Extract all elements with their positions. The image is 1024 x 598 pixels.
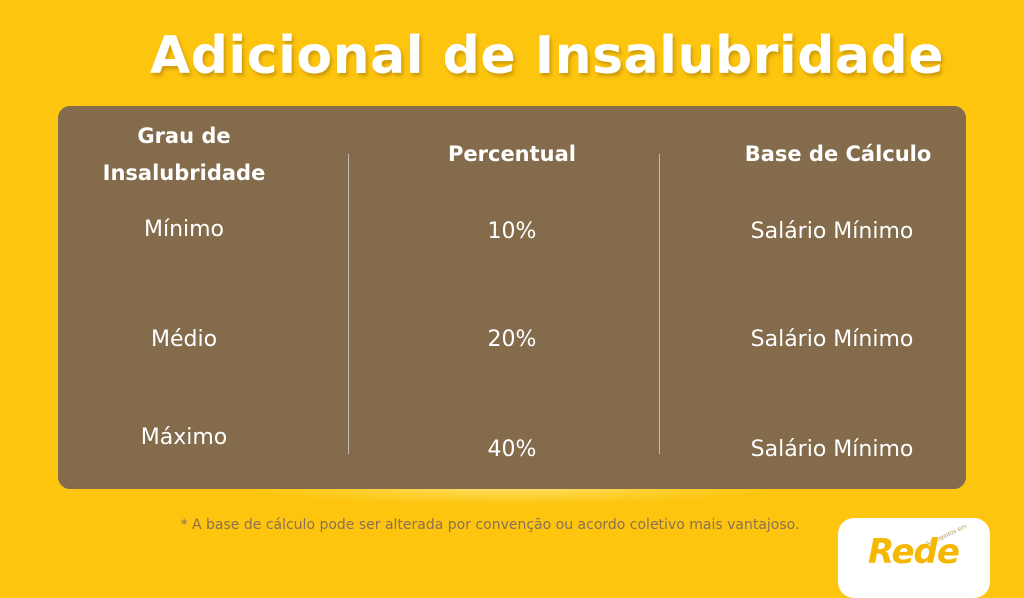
base-cell: Salário Mínimo <box>750 327 914 352</box>
percentual-cell: 10% <box>487 219 537 244</box>
page-title: Adicional de Insalubridade <box>149 26 945 86</box>
grau-cell: Mínimo <box>143 217 225 242</box>
logo-wordmark: Rede <box>868 532 960 572</box>
column-divider-1 <box>348 154 349 454</box>
percentual-cell: 20% <box>487 327 537 352</box>
rede-logo: Advogados em Rede <box>838 518 990 598</box>
column-divider-2 <box>659 154 660 454</box>
base-cell: Salário Mínimo <box>750 437 914 462</box>
grau-cell: Máximo <box>140 425 228 450</box>
footnote: * A base de cálculo pode ser alterada po… <box>180 517 800 533</box>
header-percentual: Percentual <box>448 142 576 166</box>
base-cell: Salário Mínimo <box>750 219 914 244</box>
percentual-cell: 40% <box>487 437 537 462</box>
grau-cell: Médio <box>150 327 218 352</box>
header-grau: Grau de Insalubridade <box>102 124 266 185</box>
insalubridade-table: Grau de Insalubridade Percentual Base de… <box>58 106 966 489</box>
header-base-calculo: Base de Cálculo <box>744 142 932 166</box>
